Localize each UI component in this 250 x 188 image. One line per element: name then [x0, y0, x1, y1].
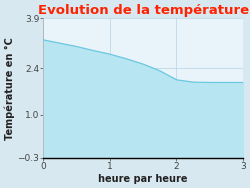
- Y-axis label: Température en °C: Température en °C: [4, 37, 15, 139]
- X-axis label: heure par heure: heure par heure: [98, 174, 188, 184]
- Title: Evolution de la température: Evolution de la température: [38, 4, 249, 17]
